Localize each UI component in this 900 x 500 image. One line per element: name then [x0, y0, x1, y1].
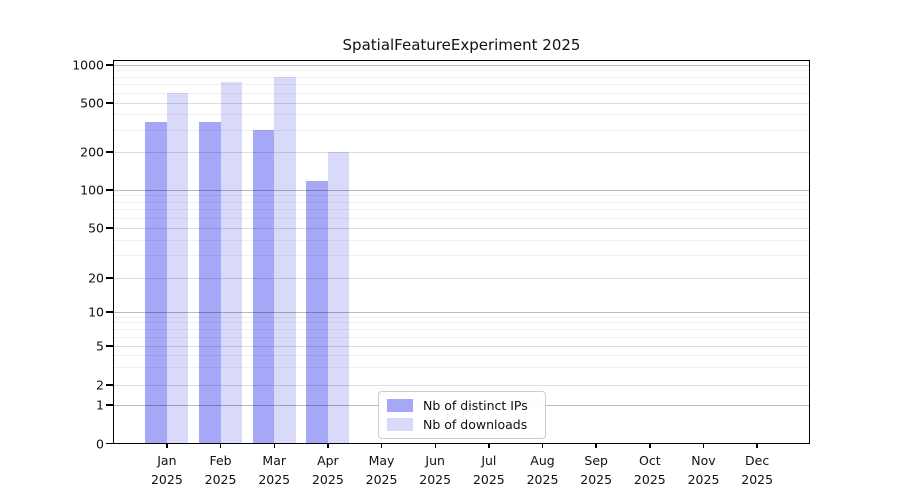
x-tick-mark-sep: [595, 443, 597, 448]
y-tick-label-20: 20: [88, 270, 104, 286]
x-tick-mark-mar: [273, 443, 275, 448]
x-tick-mark-may: [380, 443, 383, 448]
legend: Nb of distinct IPs Nb of downloads: [378, 391, 546, 439]
y-tick-mark-50: [106, 227, 113, 229]
x-tick-mark-jul: [488, 443, 490, 448]
y-tick-mark-0: [106, 442, 113, 445]
x-tick-label-jan: Jan 2025: [150, 453, 183, 487]
y-tick-label-1000: 1000: [72, 57, 104, 73]
legend-label-downloads: Nb of downloads: [423, 416, 528, 432]
x-tick-label-feb: Feb 2025: [204, 453, 237, 487]
y-tick-label-5: 5: [96, 338, 104, 354]
y-tick-mark-2: [106, 384, 113, 386]
chart-title: SpatialFeatureExperiment 2025: [342, 36, 581, 54]
x-tick-label-may: May 2025: [365, 453, 398, 487]
x-tick-mark-apr: [327, 443, 329, 448]
y-tick-label-200: 200: [80, 144, 104, 160]
y-tick-mark-10: [106, 311, 113, 313]
y-tick-label-10: 10: [88, 304, 104, 320]
x-tick-mark-jan: [166, 443, 168, 448]
y-tick-mark-500: [106, 102, 113, 104]
x-tick-label-apr: Apr 2025: [311, 453, 344, 487]
legend-entry-downloads: Nb of downloads: [387, 416, 537, 432]
legend-entry-distinct-ips: Nb of distinct IPs: [387, 397, 537, 413]
x-tick-mark-jun: [434, 443, 436, 448]
x-tick-mark-feb: [219, 443, 222, 448]
x-tick-label-jun: Jun 2025: [419, 453, 452, 487]
x-tick-label-nov: Nov 2025: [687, 453, 720, 487]
y-tick-label-50: 50: [88, 220, 104, 236]
legend-swatch-distinct-ips: [387, 399, 413, 412]
x-tick-label-dec: Dec 2025: [741, 453, 774, 487]
y-tick-mark-200: [106, 151, 113, 153]
legend-label-distinct-ips: Nb of distinct IPs: [423, 397, 528, 413]
x-tick-mark-dec: [756, 443, 758, 448]
y-tick-label-500: 500: [80, 95, 104, 111]
x-tick-label-aug: Aug 2025: [526, 453, 559, 487]
legend-swatch-downloads: [387, 418, 413, 431]
x-tick-label-sep: Sep 2025: [580, 453, 613, 487]
x-tick-label-mar: Mar 2025: [258, 453, 291, 487]
x-tick-mark-aug: [541, 443, 544, 448]
x-tick-mark-oct: [649, 443, 651, 448]
y-tick-label-2: 2: [96, 377, 104, 393]
x-tick-mark-nov: [702, 443, 705, 448]
y-tick-mark-1: [106, 404, 113, 406]
plot-border: [113, 60, 810, 444]
y-tick-mark-1000: [106, 64, 113, 66]
y-tick-mark-20: [106, 277, 113, 279]
y-tick-label-100: 100: [80, 182, 104, 198]
x-tick-label-oct: Oct 2025: [633, 453, 666, 487]
x-tick-label-jul: Jul 2025: [472, 453, 505, 487]
y-tick-label-1: 1: [96, 397, 104, 413]
y-tick-mark-100: [106, 189, 113, 191]
y-tick-mark-5: [106, 345, 113, 347]
y-tick-label-0: 0: [96, 436, 104, 451]
